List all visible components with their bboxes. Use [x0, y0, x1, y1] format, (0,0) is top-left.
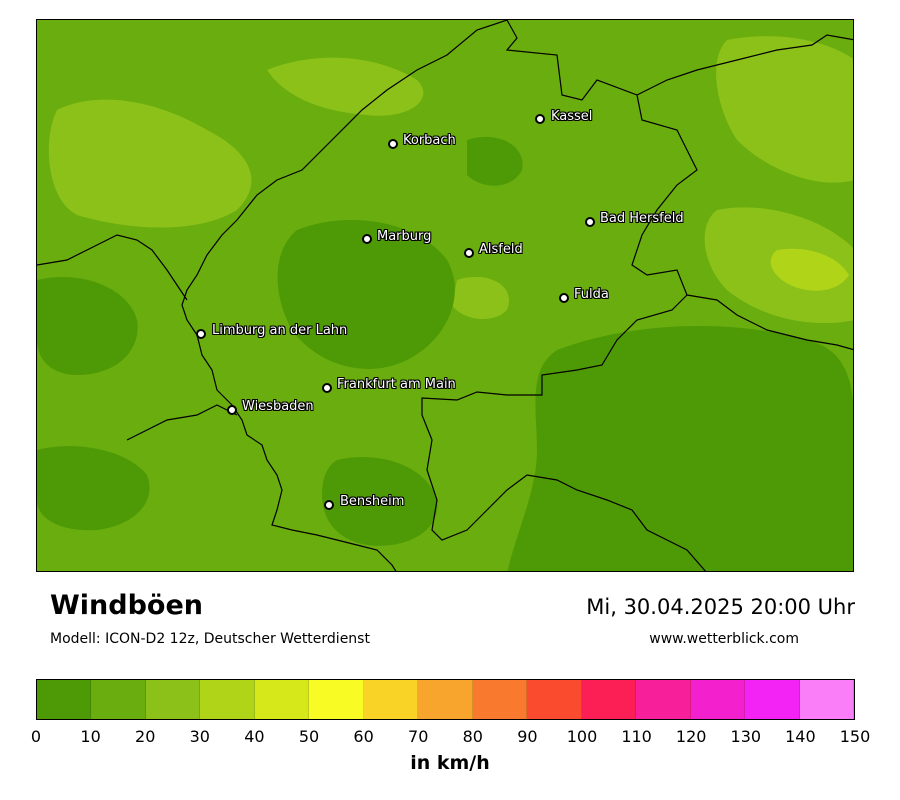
website-link[interactable]: www.wetterblick.com: [649, 631, 799, 647]
city-dot-limburg: [196, 329, 206, 339]
city-label-wiesbaden: Wiesbaden: [242, 399, 314, 414]
city-label-korbach: Korbach: [403, 133, 456, 148]
model-source: Modell: ICON-D2 12z, Deutscher Wetterdie…: [50, 631, 370, 647]
city-label-bad-hersfeld: Bad Hersfeld: [600, 211, 684, 226]
legend-tick-label: 60: [353, 727, 374, 746]
legend-color-segment: [145, 680, 201, 719]
legend-tick-label: 140: [785, 727, 816, 746]
light-area-center: [452, 276, 509, 320]
dark-area-west: [37, 276, 138, 375]
legend-color-segment: [527, 680, 582, 719]
legend-color-segment: [472, 680, 528, 719]
city-dot-bad-hersfeld: [585, 217, 595, 227]
legend-color-segment: [799, 680, 855, 719]
legend-tick-label: 100: [566, 727, 598, 746]
legend-tick-label: 150: [839, 727, 871, 746]
border-hesse: [421, 20, 707, 571]
legend-tick-label: 70: [408, 727, 429, 746]
legend-color-segment: [91, 680, 146, 719]
light-area-north-east: [716, 36, 853, 183]
map-title: Windböen: [50, 590, 203, 621]
legend-ticks: 0 10 20 30 40 50 60 70 80 90 100 110 120 130 140 150: [31, 727, 870, 749]
city-label-alsfeld: Alsfeld: [479, 242, 523, 257]
city-label-fulda: Fulda: [574, 287, 609, 302]
legend-tick-label: 80: [462, 727, 483, 746]
legend-color-segment: [690, 680, 746, 719]
city-label-frankfurt: Frankfurt am Main: [337, 377, 456, 392]
city-dot-frankfurt: [322, 383, 332, 393]
city-dot-korbach: [388, 139, 398, 149]
city-dot-wiesbaden: [227, 405, 237, 415]
legend-color-segment: [363, 680, 419, 719]
legend-tick-label: 50: [298, 727, 320, 746]
dark-area-south-west: [37, 446, 150, 531]
city-dot-kassel: [535, 114, 545, 124]
border-rhine-west: [37, 234, 188, 301]
city-label-limburg: Limburg an der Lahn: [212, 323, 348, 338]
legend-color-segment: [636, 680, 691, 719]
city-dot-alsfeld: [464, 248, 474, 258]
legend-tick-label: 30: [189, 727, 210, 746]
city-dot-fulda: [559, 293, 569, 303]
light-area-north: [267, 57, 424, 116]
dark-area-north-center: [467, 136, 523, 186]
border-hesse-west: [181, 20, 508, 571]
legend-tick-label: 0: [30, 727, 42, 746]
legend-color-segment: [309, 680, 364, 719]
legend-tick-label: 10: [80, 727, 101, 746]
dark-area-south-east: [507, 326, 853, 571]
border-rhine-southwest: [126, 404, 238, 441]
city-label-bensheim: Bensheim: [340, 494, 405, 509]
border-north-east: [636, 34, 853, 96]
dark-area-center: [277, 220, 455, 369]
wind-gust-map: [37, 20, 853, 571]
city-label-marburg: Marburg: [377, 229, 432, 244]
legend-color-segment: [37, 680, 92, 719]
dark-area-south: [322, 456, 438, 546]
legend-tick-label: 90: [517, 727, 538, 746]
yellow-green-area-east: [770, 248, 849, 291]
legend-tick-label: 110: [621, 727, 652, 746]
city-dot-marburg: [362, 234, 372, 244]
city-dot-bensheim: [324, 500, 334, 510]
city-label-kassel: Kassel: [551, 109, 593, 124]
legend-tick-label: 130: [730, 727, 762, 746]
legend-tick-label: 120: [675, 727, 707, 746]
map-panel[interactable]: Kassel Korbach Bad Hersfeld Marburg Alsf…: [36, 19, 854, 572]
legend-color-segment: [581, 680, 637, 719]
legend-unit: in km/h: [410, 752, 490, 774]
forecast-datetime: Mi, 30.04.2025 20:00 Uhr: [586, 595, 855, 619]
light-area-north-west: [48, 99, 252, 228]
legend-color-segment: [745, 680, 800, 719]
color-legend-bar: [36, 679, 855, 720]
border-east: [686, 294, 853, 351]
legend-color-segment: [418, 680, 473, 719]
legend-tick-label: 20: [135, 727, 156, 746]
legend-tick-label: 40: [244, 727, 265, 746]
legend-color-segment: [200, 680, 255, 719]
legend-color-segment: [254, 680, 310, 719]
